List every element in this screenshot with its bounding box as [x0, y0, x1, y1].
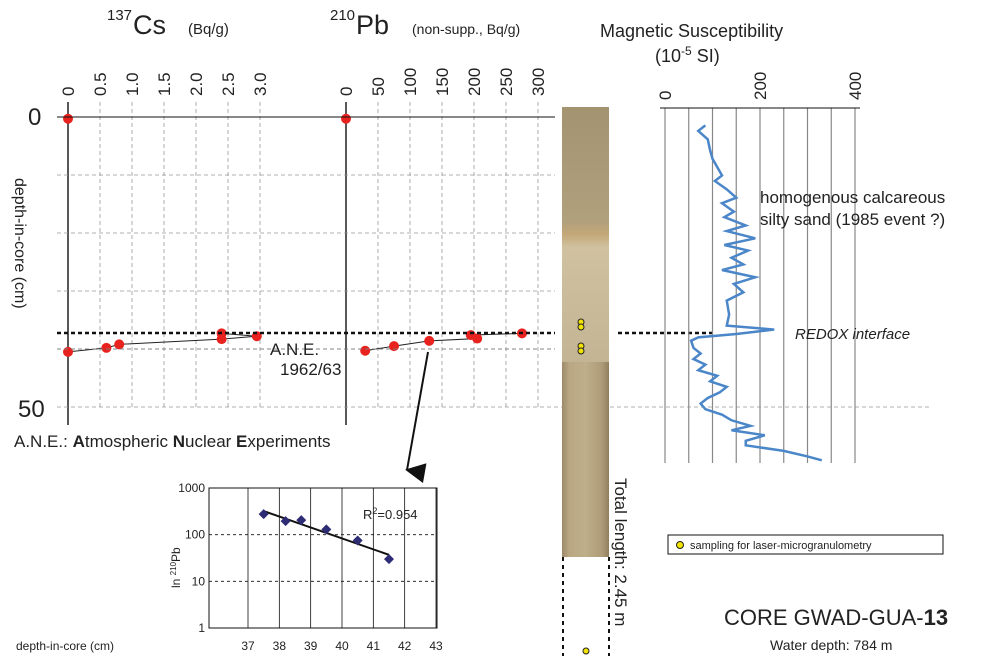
inset-plot: 37 38 39 40 41 42 43 1000 100 10 1 ln 210Pb depth-…	[16, 481, 443, 653]
data-point	[424, 335, 435, 346]
cs-panel: 137 Cs (Bq/g) 0 0.5 1.0 1.5 2.0 2.5 3.0	[59, 7, 270, 425]
inset-y-tick: 10	[192, 574, 206, 588]
ms-tick-label: 400	[846, 72, 865, 100]
inset-x-tick: 43	[429, 639, 443, 653]
core-upper-zone	[562, 107, 609, 362]
water-depth: Water depth: 784 m	[770, 637, 892, 653]
sample-dot	[577, 323, 585, 331]
x-tick-label: 3.0	[251, 72, 270, 96]
inset-data-point	[258, 509, 269, 520]
ane-date: 1962/63	[280, 360, 341, 379]
depth-gridlines	[57, 116, 930, 408]
ms-panel: Magnetic Susceptibility (10-5 SI) 0 200 40…	[600, 21, 945, 463]
x-tick-label: 150	[433, 68, 452, 96]
redox-label: REDOX interface	[795, 326, 910, 343]
inset-xlabel: depth-in-core (cm)	[16, 639, 114, 653]
pb-tick-labels: 0 50 100 150 200 250 300	[337, 68, 548, 96]
inset-data-point	[280, 516, 291, 527]
legend-box	[667, 534, 944, 555]
inset-arrow	[405, 351, 429, 483]
sand-label-1: homogenous calcareous	[760, 188, 945, 207]
cs-series	[63, 113, 262, 357]
depth-axis-label: depth-in-core (cm)	[11, 178, 28, 309]
x-tick-label: 50	[369, 77, 388, 96]
inset-x-tick: 41	[367, 639, 381, 653]
ane-definition: A.N.E.: Atmospheric Nuclear Experiments	[14, 432, 331, 451]
inset-frame	[208, 487, 438, 629]
core-name: CORE GWAD-GUA-13	[724, 605, 948, 630]
x-tick-label: 0	[59, 87, 78, 96]
core-photo	[562, 107, 610, 656]
ms-grid	[660, 107, 860, 463]
inset-y-tick: 100	[185, 528, 205, 542]
inset-y-tick: 1000	[178, 481, 205, 495]
x-tick-label: 1.5	[155, 72, 174, 96]
x-tick-label: 300	[529, 68, 548, 96]
pb-unit: (non-supp., Bq/g)	[412, 21, 520, 37]
x-tick-label: 2.5	[219, 72, 238, 96]
x-tick-label: 100	[401, 68, 420, 96]
inset-grid	[209, 488, 437, 628]
pb-panel: 210 Pb (non-supp., Bq/g) 0 50 100 150 200 250…	[330, 7, 548, 425]
data-point	[360, 345, 371, 356]
ms-tick-labels: 0 200 400	[656, 72, 865, 100]
sample-dot	[577, 347, 585, 355]
inset-series	[258, 509, 394, 565]
pb-series	[341, 113, 527, 356]
data-point	[63, 113, 73, 124]
data-point	[101, 342, 112, 353]
x-tick-label: 250	[497, 68, 516, 96]
legend-dot	[676, 541, 684, 549]
depth-tick-50: 50	[18, 396, 45, 423]
pb-title: Pb	[356, 10, 389, 40]
ms-series-line	[689, 124, 823, 462]
inset-r2: R2=0.954	[363, 506, 418, 522]
depth-tick-0: 0	[28, 104, 41, 131]
sampling-legend: sampling for laser-microgranulometry	[667, 534, 944, 555]
cs-title: Cs	[133, 10, 166, 40]
sand-label-2: silty sand (1985 event ?)	[760, 210, 945, 229]
cs-tick-labels: 0 0.5 1.0 1.5 2.0 2.5 3.0	[59, 72, 270, 96]
inset-tick-labels: 37 38 39 40 41 42 43 1000 100 10 1	[178, 481, 443, 653]
inset-ylabel: ln 210Pb	[169, 547, 183, 588]
inset-x-tick: 37	[241, 639, 255, 653]
cs-title-sup: 137	[107, 7, 132, 24]
x-tick-label: 2.0	[187, 72, 206, 96]
ms-tick-label: 0	[656, 91, 675, 100]
x-tick-label: 0	[337, 87, 356, 96]
data-point	[63, 346, 73, 357]
ms-units: (10-5 SI)	[655, 44, 720, 66]
series-line	[67, 332, 257, 353]
sample-dots	[577, 318, 590, 655]
sample-dot	[582, 647, 590, 655]
cs-grid	[67, 102, 261, 425]
data-point	[465, 330, 476, 341]
pb-grid	[345, 102, 539, 425]
inset-x-tick: 38	[273, 639, 287, 653]
x-tick-label: 1.0	[123, 72, 142, 96]
inset-y-tick: 1	[198, 621, 205, 635]
total-length: Total length: 2.45 m	[611, 478, 630, 626]
inset-x-tick: 42	[398, 639, 412, 653]
inset-data-point	[384, 554, 394, 565]
x-tick-label: 0.5	[91, 72, 110, 96]
inset-x-tick: 39	[304, 639, 318, 653]
inset-data-point	[296, 515, 307, 526]
series-line	[365, 332, 523, 352]
x-tick-label: 200	[465, 68, 484, 96]
cs-unit: (Bq/g)	[188, 21, 229, 38]
ane-label: A.N.E.	[270, 340, 319, 359]
core-bottom-section	[562, 557, 609, 656]
pb-title-sup: 210	[330, 7, 355, 24]
ms-tick-label: 200	[751, 72, 770, 100]
data-point	[341, 113, 351, 124]
ms-title: Magnetic Susceptibility	[600, 21, 783, 41]
inset-data-point	[321, 524, 332, 535]
inset-x-tick: 40	[335, 639, 349, 653]
data-point	[389, 341, 399, 352]
data-point	[114, 339, 125, 350]
inset-data-point	[352, 535, 363, 546]
legend-label: sampling for laser-microgranulometry	[690, 540, 872, 552]
